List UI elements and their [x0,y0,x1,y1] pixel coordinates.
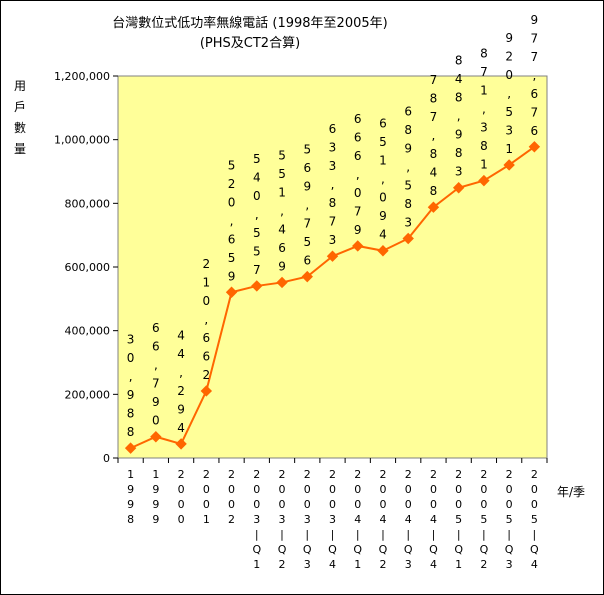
data-point [301,270,313,283]
chart-subtitle: (PHS及CT2合算) [200,36,300,51]
data-point [478,174,490,187]
y-tick-label: 1,200,000 [54,70,110,83]
data-point [276,276,288,289]
data-point [150,431,162,443]
data-point [503,159,515,171]
y-tick-label: 1,000,000 [54,134,110,147]
data-point [528,141,541,153]
data-point [225,286,238,298]
data-point [402,232,414,245]
data-point [326,250,339,262]
data-point [377,245,389,257]
x-tick-label: 2 0 0 5 | Q 2 [480,468,489,571]
x-tick-label: 2 0 0 4 | Q 4 [429,468,438,571]
chart-title: 台灣數位式低功率無線電話 (1998年至2005年) [112,15,387,31]
data-point [427,201,440,213]
x-tick-label: 2 0 0 5 | Q 1 [454,468,463,571]
x-tick-label: 2 0 0 4 | Q 3 [404,468,413,571]
x-tick-label: 2 0 0 3 | Q 4 [328,468,337,571]
y-tick-label: 800,000 [65,197,111,210]
y-tick-label: 400,000 [65,325,111,338]
y-axis-label: 用戶數量 [14,79,26,156]
data-point [251,280,263,292]
x-axis-label: 年/季 [557,485,585,499]
y-tick-label: 600,000 [65,261,111,274]
x-tick-label: 2 0 0 3 | Q 2 [278,468,287,571]
data-point [124,442,137,454]
data-point [352,240,364,252]
plot-area [117,75,548,459]
data-point [175,438,187,450]
x-tick-label: 2 0 0 4 | Q 2 [379,468,388,571]
x-tick-label: 2 0 0 3 | Q 1 [252,468,261,571]
data-point [452,182,465,194]
x-tick-label: 2 0 0 3 | Q 3 [303,468,312,571]
y-tick-label: 0 [103,452,110,465]
x-tick-label: 2 0 0 5 | Q 4 [530,468,539,571]
x-tick-label: 2 0 0 4 | Q 1 [353,468,362,571]
y-tick-label: 200,000 [65,388,111,401]
data-point [200,385,213,397]
x-tick-label: 2 0 0 5 | Q 3 [505,468,514,571]
